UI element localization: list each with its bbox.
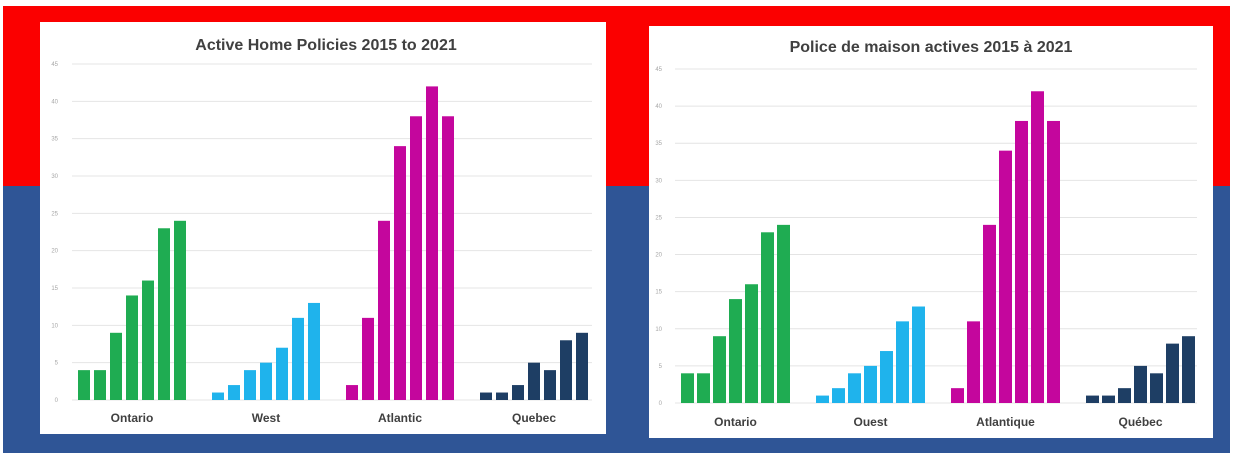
chart-panel-english: Active Home Policies 2015 to 2021 0 5 10 15 2… [40, 22, 606, 434]
bar-ontario-5 [745, 284, 758, 403]
bar-ontario-3 [713, 336, 726, 403]
bar-ontario-5 [142, 280, 154, 400]
chart-english: Active Home Policies 2015 to 2021 0 5 10 15 2… [51, 37, 592, 425]
bar-quebec-6 [560, 340, 572, 400]
y-tick-label: 10 [51, 323, 58, 329]
bar-qu-bec-5 [1150, 373, 1163, 403]
category-label: Ouest [853, 415, 887, 429]
bar-ouest-2 [832, 388, 845, 403]
bar-ontario-4 [729, 299, 742, 403]
bar-quebec-3 [512, 385, 524, 400]
y-tick-label: 0 [55, 398, 59, 404]
bar-quebec-5 [544, 370, 556, 400]
bar-qu-bec-3 [1118, 388, 1131, 403]
y-tick-label: 40 [51, 99, 58, 105]
bar-ontario-6 [158, 228, 170, 400]
y-tick-label: 35 [51, 137, 58, 143]
y-tick-label: 5 [55, 361, 59, 367]
bar-atlantique-3 [983, 224, 996, 403]
bar-qu-bec-2 [1102, 395, 1115, 403]
bar-atlantique-7 [1047, 120, 1060, 403]
y-tick-label: 5 [659, 364, 663, 370]
bar-qu-bec-1 [1086, 395, 1099, 403]
y-tick-label: 15 [655, 290, 662, 296]
bar-ontario-2 [697, 373, 710, 403]
y-tick-label: 45 [51, 62, 58, 68]
bar-ontario-6 [761, 232, 774, 403]
bar-qu-bec-4 [1134, 365, 1147, 403]
bar-west-2 [228, 385, 240, 400]
category-label: Québec [1118, 415, 1162, 429]
bar-atlantique-1 [951, 388, 964, 403]
bar-atlantique-2 [967, 321, 980, 403]
bar-ouest-5 [880, 351, 893, 403]
bar-quebec-4 [528, 362, 540, 400]
bar-ontario-4 [126, 295, 138, 400]
y-tick-label: 15 [51, 286, 58, 292]
bar-ontario-3 [110, 332, 122, 400]
bar-quebec-1 [480, 392, 492, 400]
y-tick-label: 10 [655, 327, 662, 333]
bar-atlantic-5 [410, 116, 422, 401]
bar-ontario-7 [174, 220, 186, 400]
bar-ouest-4 [864, 365, 877, 403]
bar-ontario-2 [94, 370, 106, 400]
chart-title: Police de maison actives 2015 à 2021 [790, 39, 1073, 56]
y-tick-label: 30 [655, 178, 662, 184]
bar-quebec-2 [496, 392, 508, 400]
y-tick-label: 25 [655, 215, 662, 221]
bar-atlantique-5 [1015, 120, 1028, 403]
y-tick-label: 0 [659, 401, 663, 407]
bar-qu-bec-7 [1182, 336, 1195, 403]
category-label: West [252, 411, 280, 425]
bar-atlantic-6 [426, 86, 438, 401]
bar-ontario-1 [78, 370, 90, 400]
category-label: Ontario [714, 415, 757, 429]
y-tick-label: 20 [51, 249, 58, 255]
y-tick-label: 45 [655, 67, 662, 73]
y-tick-label: 30 [51, 174, 58, 180]
bar-atlantic-3 [378, 220, 390, 400]
bar-atlantique-4 [999, 150, 1012, 403]
bar-atlantic-7 [442, 116, 454, 401]
category-label: Ontario [111, 411, 154, 425]
y-tick-label: 25 [51, 211, 58, 217]
bar-west-5 [276, 347, 288, 400]
y-tick-label: 35 [655, 141, 662, 147]
bar-ouest-7 [912, 306, 925, 403]
bar-ontario-7 [777, 224, 790, 403]
bar-atlantique-6 [1031, 91, 1044, 404]
category-label: Atlantique [976, 415, 1035, 429]
bar-west-7 [308, 302, 320, 400]
y-tick-label: 20 [655, 253, 662, 259]
bar-west-4 [260, 362, 272, 400]
chart-french: Police de maison actives 2015 à 2021 0 5 10… [655, 39, 1197, 429]
category-label: Quebec [512, 411, 556, 425]
bar-ouest-6 [896, 321, 909, 403]
bar-atlantic-4 [394, 146, 406, 400]
y-tick-label: 40 [655, 104, 662, 110]
bar-west-3 [244, 370, 256, 400]
bar-atlantic-1 [346, 385, 358, 400]
bar-atlantic-2 [362, 317, 374, 400]
bar-quebec-7 [576, 332, 588, 400]
bar-ontario-1 [681, 373, 694, 403]
chart-panel-french: Police de maison actives 2015 à 2021 0 5 10… [649, 26, 1213, 438]
chart-title: Active Home Policies 2015 to 2021 [195, 37, 457, 54]
category-label: Atlantic [378, 411, 422, 425]
bar-west-6 [292, 317, 304, 400]
bar-ouest-1 [816, 395, 829, 403]
bar-qu-bec-6 [1166, 343, 1179, 403]
bar-west-1 [212, 392, 224, 400]
bar-ouest-3 [848, 373, 861, 403]
